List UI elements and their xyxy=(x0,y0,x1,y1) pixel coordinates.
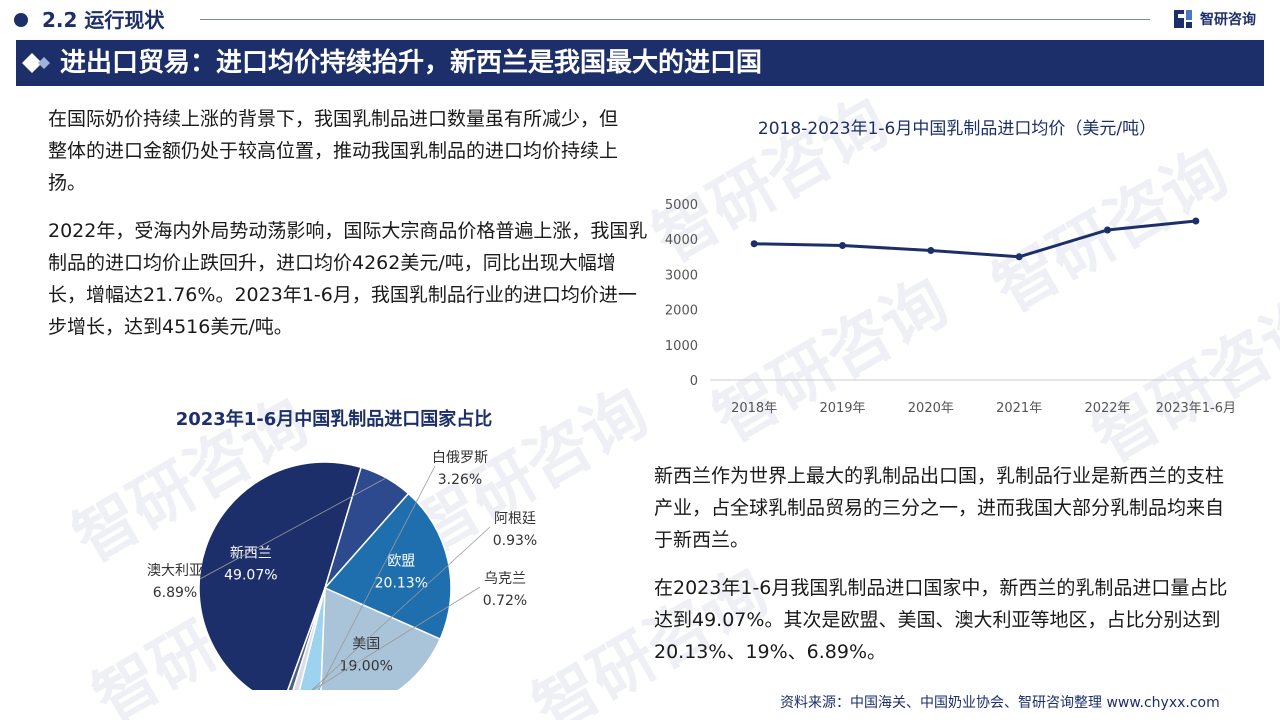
data-point xyxy=(927,246,935,254)
y-tick-label: 4000 xyxy=(665,233,698,248)
slice-value: 0.93% xyxy=(493,533,537,549)
paragraph-import-share: 在2023年1-6月我国乳制品进口国家中，新西兰的乳制品进口量占比达到49.07… xyxy=(654,577,1228,663)
pie-slice xyxy=(320,586,442,690)
pie-chart-title: 2023年1-6月中国乳制品进口国家占比 xyxy=(175,409,493,430)
data-point xyxy=(1192,217,1200,225)
data-point xyxy=(839,242,846,250)
section-bullet xyxy=(14,13,28,27)
title-banner: 进出口贸易：进口均价持续抬升，新西兰是我国最大的进口国 xyxy=(16,40,1264,86)
paragraph-price-trend: 在国际奶价持续上涨的背景下，我国乳制品进口数量虽有所减少，但整体的进口金额仍处于… xyxy=(48,108,619,194)
slice-value: 20.13% xyxy=(375,575,428,591)
line-chart-title: 2018-2023年1-6月中国乳制品进口均价（美元/吨） xyxy=(757,119,1157,139)
data-point xyxy=(750,240,758,248)
x-tick-label: 2019年 xyxy=(819,401,865,416)
header-divider xyxy=(200,19,1150,20)
banner-title: 进出口贸易：进口均价持续抬升，新西兰是我国最大的进口国 xyxy=(60,48,763,78)
slice-value: 49.07% xyxy=(224,567,277,583)
pie-slice xyxy=(323,492,452,641)
series-line xyxy=(754,219,1196,259)
section-title: 2.2 运行现状 xyxy=(42,8,165,32)
pie-chart: 新西兰49.07%澳大利亚6.89%欧盟20.13%美国19.00%白俄罗斯3.… xyxy=(147,450,537,690)
logo-icon xyxy=(1174,10,1192,28)
slice-label: 美国 xyxy=(352,636,380,652)
line-chart: 0 1000 2000 3000 4000 5000 2018年 2019年 2020年 2021… xyxy=(665,198,1240,416)
x-tick-label: 2020年 xyxy=(908,401,954,416)
logo: 智研咨询 xyxy=(1172,6,1256,32)
leader-line xyxy=(311,526,491,690)
x-tick-label: 2022年 xyxy=(1084,401,1130,416)
slice-label: 白俄罗斯 xyxy=(432,450,488,466)
slice-label: 澳大利亚 xyxy=(147,563,203,579)
leader-line xyxy=(199,477,387,580)
logo-text: 智研咨询 xyxy=(1200,12,1256,28)
slice-value: 19.00% xyxy=(340,658,393,674)
slice-value: 0.72% xyxy=(483,593,527,609)
leader-line xyxy=(311,586,481,690)
x-tick-label: 2023年1-6月 xyxy=(1156,401,1236,416)
diamond-icon xyxy=(22,53,50,73)
leader-line xyxy=(318,465,436,690)
slice-value: 3.26% xyxy=(438,472,482,488)
y-tick-label: 3000 xyxy=(665,268,698,283)
slice-label: 欧盟 xyxy=(387,553,415,569)
source-note: 资料来源：中国海关、中国奶业协会、智研咨询整理 www.chyxx.com xyxy=(780,695,1220,711)
data-point xyxy=(1104,226,1111,234)
y-tick-label: 1000 xyxy=(665,339,698,354)
x-tick-label: 2018年 xyxy=(731,401,777,416)
data-point xyxy=(1015,253,1023,261)
x-tick-label: 2021年 xyxy=(996,401,1042,416)
slice-label: 乌克兰 xyxy=(484,571,526,587)
y-tick-label: 2000 xyxy=(665,304,698,319)
slice-label: 阿根廷 xyxy=(494,511,536,527)
y-tick-label: 5000 xyxy=(665,198,698,213)
slice-value: 6.89% xyxy=(153,585,197,601)
y-tick-label: 0 xyxy=(690,374,698,389)
pie-slice xyxy=(198,461,363,690)
paragraph-new-zealand: 新西兰作为世界上最大的乳制品出口国，乳制品行业是新西兰的支柱产业，占全球乳制品贸… xyxy=(654,465,1225,551)
paragraph-2022-price: 2022年，受海内外局势动荡影响，国际大宗商品价格普遍上涨，我国乳制品的进口均价… xyxy=(48,220,648,338)
